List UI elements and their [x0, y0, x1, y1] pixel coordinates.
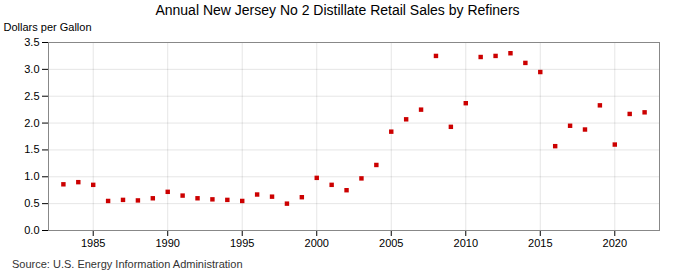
svg-text:0.0: 0.0 [24, 224, 39, 236]
svg-text:3.5: 3.5 [24, 36, 39, 48]
svg-text:2015: 2015 [528, 237, 552, 249]
svg-text:3.0: 3.0 [24, 63, 39, 75]
svg-text:2000: 2000 [305, 237, 329, 249]
svg-text:2010: 2010 [454, 237, 478, 249]
svg-text:0.5: 0.5 [24, 197, 39, 209]
svg-text:2020: 2020 [603, 237, 627, 249]
html-text:Source: U.S. Energy Informatio: Source: U.S. Energy Information Administ… [12, 258, 243, 270]
svg-text:1990: 1990 [155, 237, 179, 249]
svg-text:2.5: 2.5 [24, 90, 39, 102]
svg-text:1.5: 1.5 [24, 143, 39, 155]
svg-text:1995: 1995 [230, 237, 254, 249]
svg-text:1.0: 1.0 [24, 170, 39, 182]
svg-text:Dollars per Gallon: Dollars per Gallon [4, 21, 92, 33]
svg-text:1985: 1985 [81, 237, 105, 249]
html-text:Annual New Jersey No 2 Distill: Annual New Jersey No 2 Distillate Retail… [155, 2, 520, 18]
svg-text:2.0: 2.0 [24, 117, 39, 129]
svg-text:2005: 2005 [379, 237, 403, 249]
